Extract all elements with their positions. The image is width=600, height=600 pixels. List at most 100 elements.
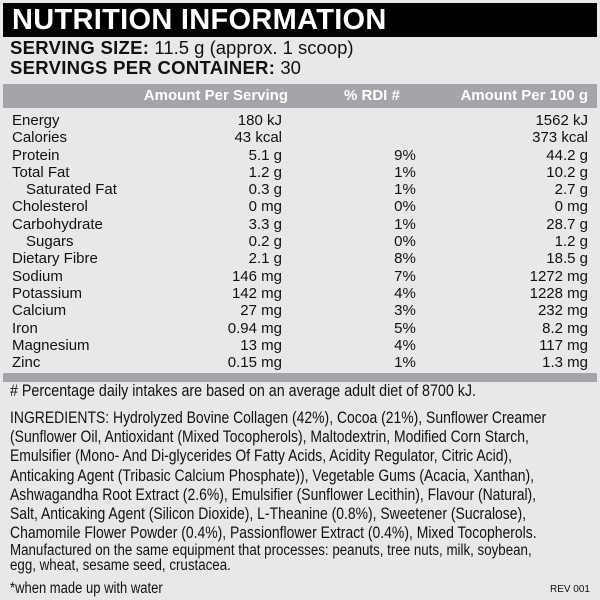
table-row: Calories 43 kcal 373 kcal bbox=[0, 129, 600, 146]
nutrient-name: Protein bbox=[12, 146, 60, 164]
table-row: Magnesium 13 mg 4% 117 mg bbox=[0, 337, 600, 354]
rdi-percent: 1% bbox=[394, 354, 416, 372]
nutrient-name: Saturated Fat bbox=[26, 181, 117, 199]
amount-per-100g: 2.7 g bbox=[554, 181, 588, 199]
rdi-percent: 0% bbox=[394, 198, 416, 216]
amount-per-100g: 0 mg bbox=[554, 198, 588, 216]
table-row: Total Fat 1.2 g 1% 10.2 g bbox=[0, 164, 600, 181]
amount-per-serving: 3.3 g bbox=[248, 215, 282, 233]
revision-code: REV 001 bbox=[549, 584, 590, 595]
nutrition-table: Energy 180 kJ 1562 kJ Calories 43 kcal 373 kc… bbox=[0, 112, 600, 371]
ingredients-line: Chamomile Flower Powder (0.4%), Passionf… bbox=[10, 523, 537, 543]
nutrient-name: Total Fat bbox=[12, 163, 70, 181]
allergen-statement: Manufactured on the same equipment that … bbox=[10, 542, 532, 574]
ingredients-line: Emulsifier (Mono- And Di-glycerides Of F… bbox=[10, 446, 513, 466]
amount-per-serving: 0.94 mg bbox=[227, 319, 282, 337]
amount-per-serving: 146 mg bbox=[231, 267, 282, 285]
nutrient-name: Sugars bbox=[26, 233, 74, 251]
amount-per-100g: 117 mg bbox=[539, 336, 588, 354]
amount-per-100g: 1228 mg bbox=[529, 284, 588, 302]
ingredients-line: (Sunflower Oil, Antioxidant (Mixed Tocop… bbox=[10, 427, 529, 447]
rdi-percent: 4% bbox=[394, 284, 416, 302]
amount-per-serving: 0 mg bbox=[248, 198, 282, 216]
table-row: Protein 5.1 g 9% 44.2 g bbox=[0, 147, 600, 164]
amount-per-100g: 373 kcal bbox=[532, 129, 588, 147]
nutrient-name: Calories bbox=[12, 129, 68, 147]
amount-per-100g: 28.7 g bbox=[546, 215, 588, 233]
amount-per-100g: 1.3 mg bbox=[542, 354, 588, 372]
nutrient-name: Carbohydrate bbox=[12, 215, 103, 233]
nutrient-name: Iron bbox=[12, 319, 38, 337]
ingredients-line: INGREDIENTS: Hydrolyzed Bovine Collagen … bbox=[10, 408, 546, 427]
servings-label: SERVINGS PER CONTAINER: bbox=[10, 57, 276, 78]
ingredients-label: INGREDIENTS: bbox=[10, 408, 110, 427]
rdi-percent: 4% bbox=[394, 336, 416, 354]
rdi-percent: 1% bbox=[394, 215, 416, 233]
header-per-100g: Amount Per 100 g bbox=[460, 87, 588, 104]
amount-per-serving: 1.2 g bbox=[248, 163, 282, 181]
amount-per-serving: 5.1 g bbox=[248, 146, 282, 164]
table-row: Zinc 0.15 mg 1% 1.3 mg bbox=[0, 354, 600, 371]
nutrient-name: Zinc bbox=[12, 354, 41, 372]
ingredients-line: Anticaking Agent (Tribasic Calcium Phosp… bbox=[10, 465, 535, 485]
rdi-percent: 3% bbox=[394, 302, 416, 320]
amount-per-serving: 142 mg bbox=[231, 284, 282, 302]
amount-per-serving: 180 kJ bbox=[237, 112, 282, 129]
rdi-percent: 9% bbox=[394, 146, 416, 164]
rdi-percent: 8% bbox=[394, 250, 416, 268]
table-row: Saturated Fat 0.3 g 1% 2.7 g bbox=[0, 181, 600, 198]
table-row: Carbohydrate 3.3 g 1% 28.7 g bbox=[0, 216, 600, 233]
amount-per-serving: 43 kcal bbox=[234, 129, 282, 147]
nutrient-name: Magnesium bbox=[12, 336, 90, 354]
ingredients: INGREDIENTS: Hydrolyzed Bovine Collagen … bbox=[10, 408, 546, 542]
amount-per-100g: 10.2 g bbox=[546, 163, 588, 181]
nutrient-name: Potassium bbox=[12, 284, 83, 302]
nutrient-name: Energy bbox=[12, 112, 60, 129]
allergen-line: Manufactured on the same equipment that … bbox=[10, 542, 532, 559]
amount-per-100g: 1.2 g bbox=[554, 233, 588, 251]
table-row: Calcium 27 mg 3% 232 mg bbox=[0, 302, 600, 319]
water-note: *when made up with water bbox=[10, 580, 163, 597]
allergen-line: egg, wheat, sesame seed, crustacea. bbox=[10, 557, 231, 574]
table-row: Sugars 0.2 g 0% 1.2 g bbox=[0, 233, 600, 250]
ingredients-text: Hydrolyzed Bovine Collagen (42%), Cocoa … bbox=[109, 408, 547, 427]
table-row: Cholesterol 0 mg 0% 0 mg bbox=[0, 198, 600, 215]
table-row: Potassium 142 mg 4% 1228 mg bbox=[0, 285, 600, 302]
nutrient-name: Dietary Fibre bbox=[12, 250, 98, 268]
rdi-percent: 5% bbox=[394, 319, 416, 337]
amount-per-100g: 1272 mg bbox=[529, 267, 588, 285]
rdi-percent: 1% bbox=[394, 181, 416, 199]
amount-per-serving: 0.15 mg bbox=[227, 354, 282, 372]
amount-per-serving: 0.2 g bbox=[248, 233, 282, 251]
amount-per-serving: 27 mg bbox=[240, 302, 282, 320]
amount-per-100g: 8.2 mg bbox=[542, 319, 588, 337]
table-header: Amount Per Serving % RDI # Amount Per 10… bbox=[3, 84, 597, 108]
header-rdi: % RDI # bbox=[344, 87, 400, 104]
nutrient-name: Cholesterol bbox=[12, 198, 88, 216]
table-divider bbox=[3, 373, 597, 382]
table-row: Iron 0.94 mg 5% 8.2 mg bbox=[0, 320, 600, 337]
serving-size-value: 11.5 g (approx. 1 scoop) bbox=[154, 37, 354, 58]
table-row: Dietary Fibre 2.1 g 8% 18.5 g bbox=[0, 250, 600, 267]
label-title: NUTRITION INFORMATION bbox=[3, 3, 597, 37]
header-per-serving: Amount Per Serving bbox=[143, 87, 288, 104]
ingredients-line: Salt, Anticaking Agent (Silicon Dioxide)… bbox=[10, 504, 527, 524]
table-row: Sodium 146 mg 7% 1272 mg bbox=[0, 268, 600, 285]
amount-per-100g: 44.2 g bbox=[546, 146, 588, 164]
serving-size: SERVING SIZE: 11.5 g (approx. 1 scoop) bbox=[10, 38, 354, 58]
rdi-footnote: # Percentage daily intakes are based on … bbox=[10, 381, 477, 400]
amount-per-serving: 0.3 g bbox=[248, 181, 282, 199]
amount-per-100g: 18.5 g bbox=[546, 250, 588, 268]
ingredients-line: Ashwagandha Root Extract (2.6%), Emulsif… bbox=[10, 484, 537, 504]
amount-per-serving: 13 mg bbox=[240, 336, 282, 354]
rdi-percent: 7% bbox=[394, 267, 416, 285]
serving-size-label: SERVING SIZE: bbox=[10, 37, 150, 58]
nutrient-name: Calcium bbox=[12, 302, 67, 320]
table-row: Energy 180 kJ 1562 kJ bbox=[0, 112, 600, 129]
amount-per-serving: 2.1 g bbox=[248, 250, 282, 268]
nutrient-name: Sodium bbox=[12, 267, 63, 285]
rdi-percent: 0% bbox=[394, 233, 416, 251]
servings-per-container: SERVINGS PER CONTAINER: 30 bbox=[10, 58, 301, 78]
amount-per-100g: 232 mg bbox=[537, 302, 588, 320]
rdi-percent: 1% bbox=[394, 163, 416, 181]
